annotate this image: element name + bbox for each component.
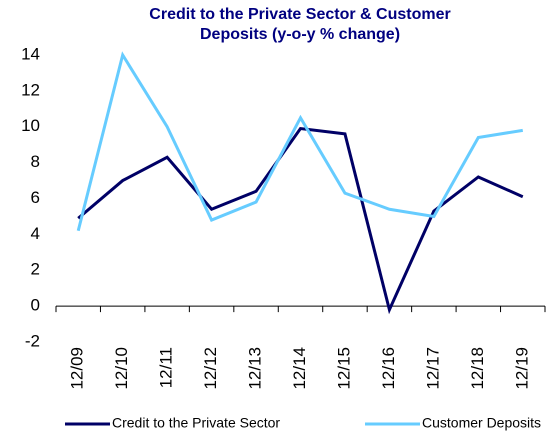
legend-label: Credit to the Private Sector <box>112 415 280 431</box>
y-tick-label: 4 <box>31 224 40 243</box>
x-tick-label: 12/11 <box>157 347 176 388</box>
y-tick-label: 14 <box>21 44 40 63</box>
y-tick-label: 6 <box>31 188 40 207</box>
chart-title: Deposits (y-o-y % change) <box>200 26 400 43</box>
x-tick-label: 12/10 <box>112 347 131 390</box>
y-tick-label: 10 <box>21 116 40 135</box>
series-line <box>76 51 524 232</box>
chart-title: Credit to the Private Sector & Customer <box>149 6 450 23</box>
x-tick-label: 12/14 <box>290 347 309 390</box>
x-tick-label: 12/09 <box>68 347 87 390</box>
x-tick-label: 12/12 <box>201 347 220 390</box>
y-tick-label: -2 <box>25 331 40 350</box>
legend-label: Customer Deposits <box>422 415 541 431</box>
x-tick-label: 12/18 <box>468 347 487 390</box>
x-tick-label: 12/17 <box>423 347 442 390</box>
series-line <box>77 126 524 315</box>
x-tick-label: 12/15 <box>334 347 353 390</box>
y-tick-label: 12 <box>21 80 40 99</box>
y-tick-label: 2 <box>31 260 40 279</box>
y-tick-label: 0 <box>31 296 40 315</box>
x-tick-label: 12/13 <box>246 347 265 390</box>
x-tick-label: 12/16 <box>379 347 398 390</box>
y-tick-label: 8 <box>31 152 40 171</box>
x-tick-label: 12/19 <box>512 347 531 390</box>
